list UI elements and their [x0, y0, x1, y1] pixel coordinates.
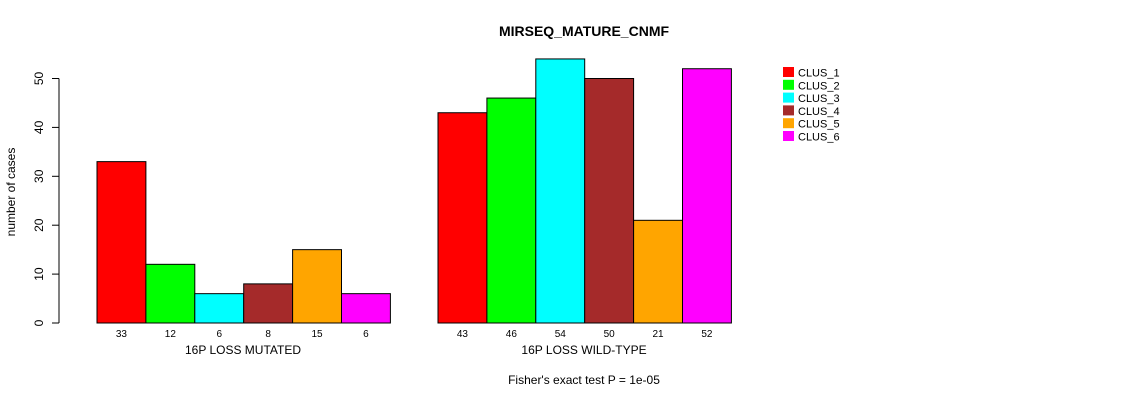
bar-clus-4	[243, 283, 294, 324]
bar-clus-4	[584, 78, 635, 324]
legend-swatch	[783, 67, 794, 77]
y-tick-label: 50	[32, 72, 46, 86]
bar-clus-3	[535, 58, 586, 324]
bars: 33 12 6 8 15 6 43 46 54 50 21 52	[96, 58, 732, 340]
group-label-0: 16P LOSS MUTATED	[185, 343, 301, 357]
bar-clus-3	[194, 293, 245, 324]
legend-label: CLUS_2	[798, 80, 840, 92]
bar-count-label: 54	[555, 329, 567, 340]
y-tick-label: 20	[32, 218, 46, 232]
bar-count-label: 52	[701, 329, 713, 340]
x-axis-label: Fisher's exact test P = 1e-05	[508, 373, 660, 387]
bar-count-label: 46	[506, 329, 518, 340]
bar-clus-1	[437, 112, 488, 324]
legend-label: CLUS_4	[798, 106, 840, 118]
chart-title: MIRSEQ_MATURE_CNMF	[499, 23, 670, 39]
legend-label: CLUS_3	[798, 93, 840, 105]
legend-swatch	[783, 79, 794, 90]
legend-label: CLUS_6	[798, 132, 840, 144]
bar-count-label: 8	[265, 329, 271, 340]
bar-clus-6	[341, 293, 391, 324]
legend-swatch	[783, 118, 794, 129]
y-tick-label: 40	[32, 120, 46, 134]
bar-clus-2	[145, 263, 196, 324]
bar-count-label: 43	[457, 329, 469, 340]
group-label-1: 16P LOSS WILD-TYPE	[521, 343, 646, 357]
bar-clus-1	[96, 161, 147, 324]
bar-count-label: 6	[363, 329, 369, 340]
bar-count-label: 21	[652, 329, 664, 340]
y-tick-label: 0	[32, 319, 46, 326]
legend-label: CLUS_1	[798, 68, 840, 80]
y-axis: 0 10 20 30 40 50	[32, 72, 60, 326]
bar-count-label: 6	[216, 329, 222, 340]
y-axis-label: number of cases	[4, 148, 18, 237]
bar-clus-5	[292, 249, 343, 324]
bar-clus-6	[682, 68, 732, 324]
bar-count-label: 12	[165, 329, 177, 340]
legend-swatch	[783, 105, 794, 116]
legend-label: CLUS_5	[798, 119, 840, 131]
legend-swatch	[783, 131, 794, 141]
bar-count-label: 15	[311, 329, 323, 340]
legend-swatch	[783, 92, 794, 103]
y-tick-label: 30	[32, 169, 46, 183]
bar-count-label: 50	[604, 329, 616, 340]
bar-clus-2	[486, 97, 537, 324]
y-tick-label: 10	[32, 267, 46, 281]
bar-clus-5	[633, 219, 683, 324]
bar-count-label: 33	[116, 329, 128, 340]
